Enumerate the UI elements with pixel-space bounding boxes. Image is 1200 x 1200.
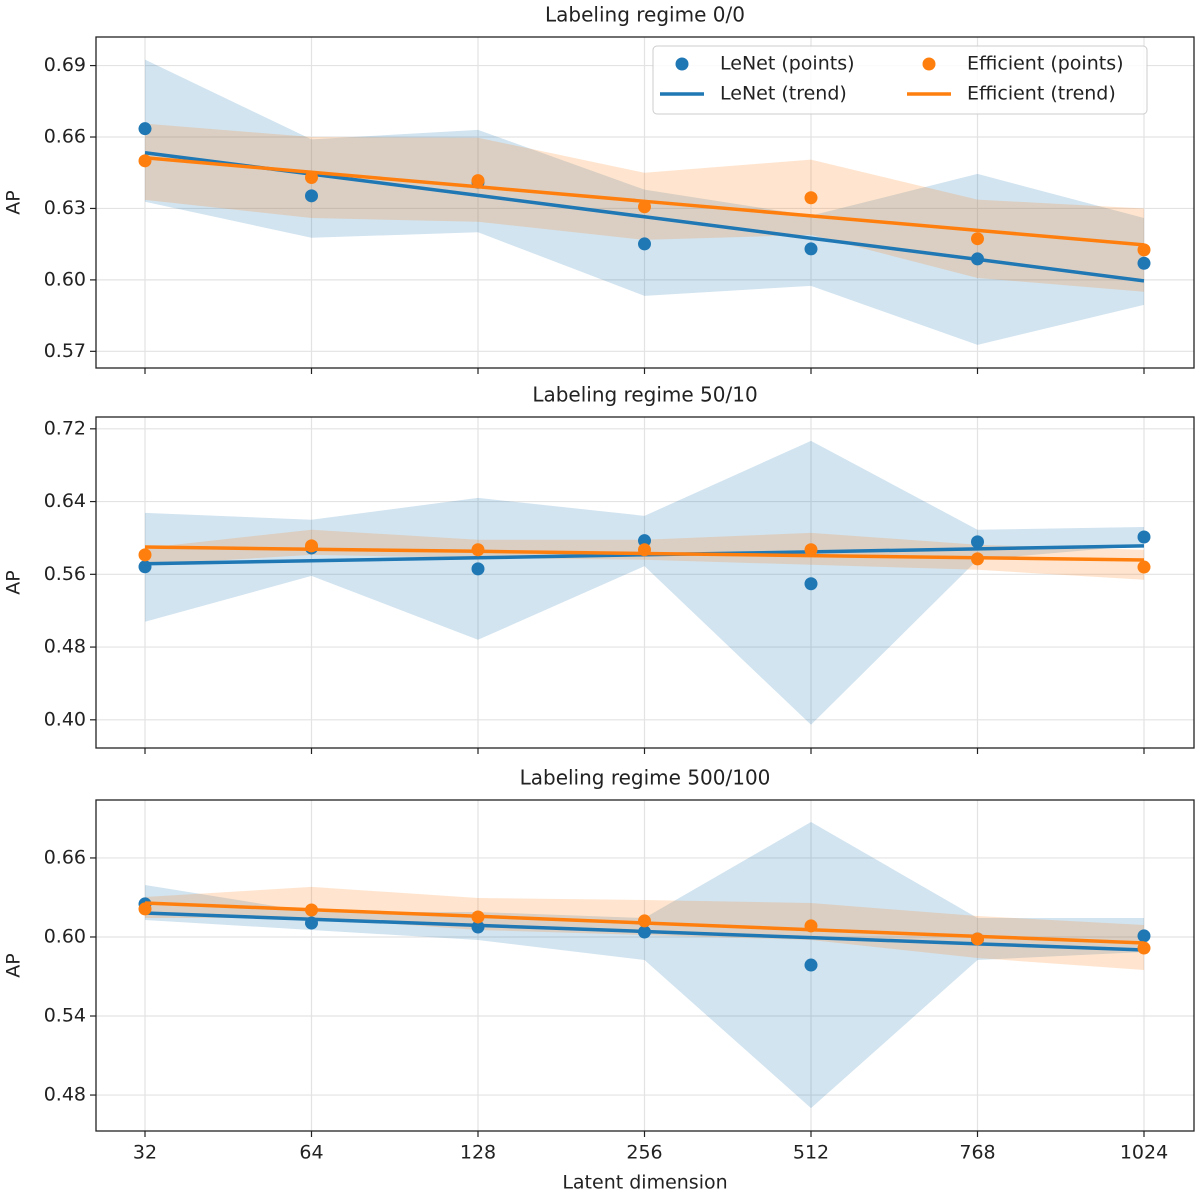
axes-frame: [95, 799, 1195, 1132]
point: [804, 543, 818, 557]
y-tick-label: 0.60: [44, 268, 86, 290]
point: [638, 200, 651, 214]
point: [1137, 929, 1151, 943]
trend-line: [144, 545, 1145, 562]
point: [1137, 530, 1151, 544]
y-tick-label: 0.72: [44, 417, 86, 439]
x-tick-label: 64: [299, 1142, 323, 1164]
point: [1137, 941, 1151, 955]
x-tick-label: 32: [133, 1142, 157, 1164]
subplot: 0.48 0.54 0.60 0.66 32 64 128 256 512 768 1024 Labe…: [3, 766, 1195, 1194]
trend-line: [144, 901, 1145, 945]
legend-label: Efficient (trend): [967, 83, 1116, 105]
legend-label: Efficient (points): [967, 53, 1124, 75]
point: [804, 958, 818, 972]
point: [971, 232, 984, 246]
subplot-title: Labeling regime 50/10: [532, 383, 757, 407]
point: [138, 154, 152, 168]
x-tick-label: 512: [793, 1142, 829, 1164]
point: [804, 191, 818, 205]
point: [1137, 560, 1151, 574]
y-tick-label: 0.66: [44, 846, 86, 868]
x-axis-label: Latent dimension: [562, 1172, 727, 1194]
subplot-title: Labeling regime 500/100: [520, 766, 771, 790]
y-axis-label: AP: [3, 953, 25, 977]
point: [305, 189, 318, 203]
point: [1137, 256, 1151, 270]
point: [804, 577, 818, 591]
legend-marker: [675, 57, 689, 71]
point: [471, 174, 485, 188]
trend-line: [144, 155, 1145, 247]
point: [638, 534, 651, 548]
legend-box: [652, 45, 1148, 115]
axes-frame: [95, 36, 1195, 369]
subplot-title: Labeling regime 0/0: [545, 3, 745, 27]
legend-label: LeNet (points): [720, 53, 855, 75]
point: [638, 914, 651, 928]
subplot: 0.57 0.60 0.63 0.66 0.69 Labeling regime 0/0 A…: [3, 3, 1195, 374]
point: [471, 562, 485, 576]
legend-marker: [922, 57, 936, 71]
y-tick-label: 0.69: [44, 54, 86, 76]
y-tick-label: 0.60: [44, 925, 86, 947]
point: [638, 237, 651, 251]
y-tick-label: 0.64: [44, 490, 86, 512]
band: [145, 440, 1144, 725]
x-tick-label: 1024: [1120, 1142, 1168, 1164]
y-tick-label: 0.66: [44, 126, 86, 148]
legend-label: LeNet (trend): [720, 83, 847, 105]
point: [138, 122, 152, 136]
y-tick-label: 0.56: [44, 563, 86, 585]
point: [971, 535, 984, 549]
band: [145, 821, 1144, 1109]
point: [804, 242, 818, 256]
subplot: 0.40 0.48 0.56 0.64 0.72 Labeling regime 50/1…: [3, 383, 1195, 754]
y-tick-label: 0.57: [44, 340, 86, 362]
y-tick-label: 0.48: [44, 1084, 86, 1106]
y-tick-label: 0.54: [44, 1005, 86, 1027]
y-tick-label: 0.48: [44, 636, 86, 658]
y-tick-label: 0.40: [44, 708, 86, 730]
axes-frame: [95, 416, 1195, 749]
point: [138, 902, 152, 916]
point: [138, 548, 152, 562]
y-axis-label: AP: [3, 190, 25, 214]
point: [1137, 243, 1151, 257]
x-tick-label: 128: [460, 1142, 496, 1164]
y-tick-label: 0.63: [44, 197, 86, 219]
x-tick-label: 256: [626, 1142, 662, 1164]
y-axis-label: AP: [3, 570, 25, 594]
x-tick-label: 768: [959, 1142, 995, 1164]
